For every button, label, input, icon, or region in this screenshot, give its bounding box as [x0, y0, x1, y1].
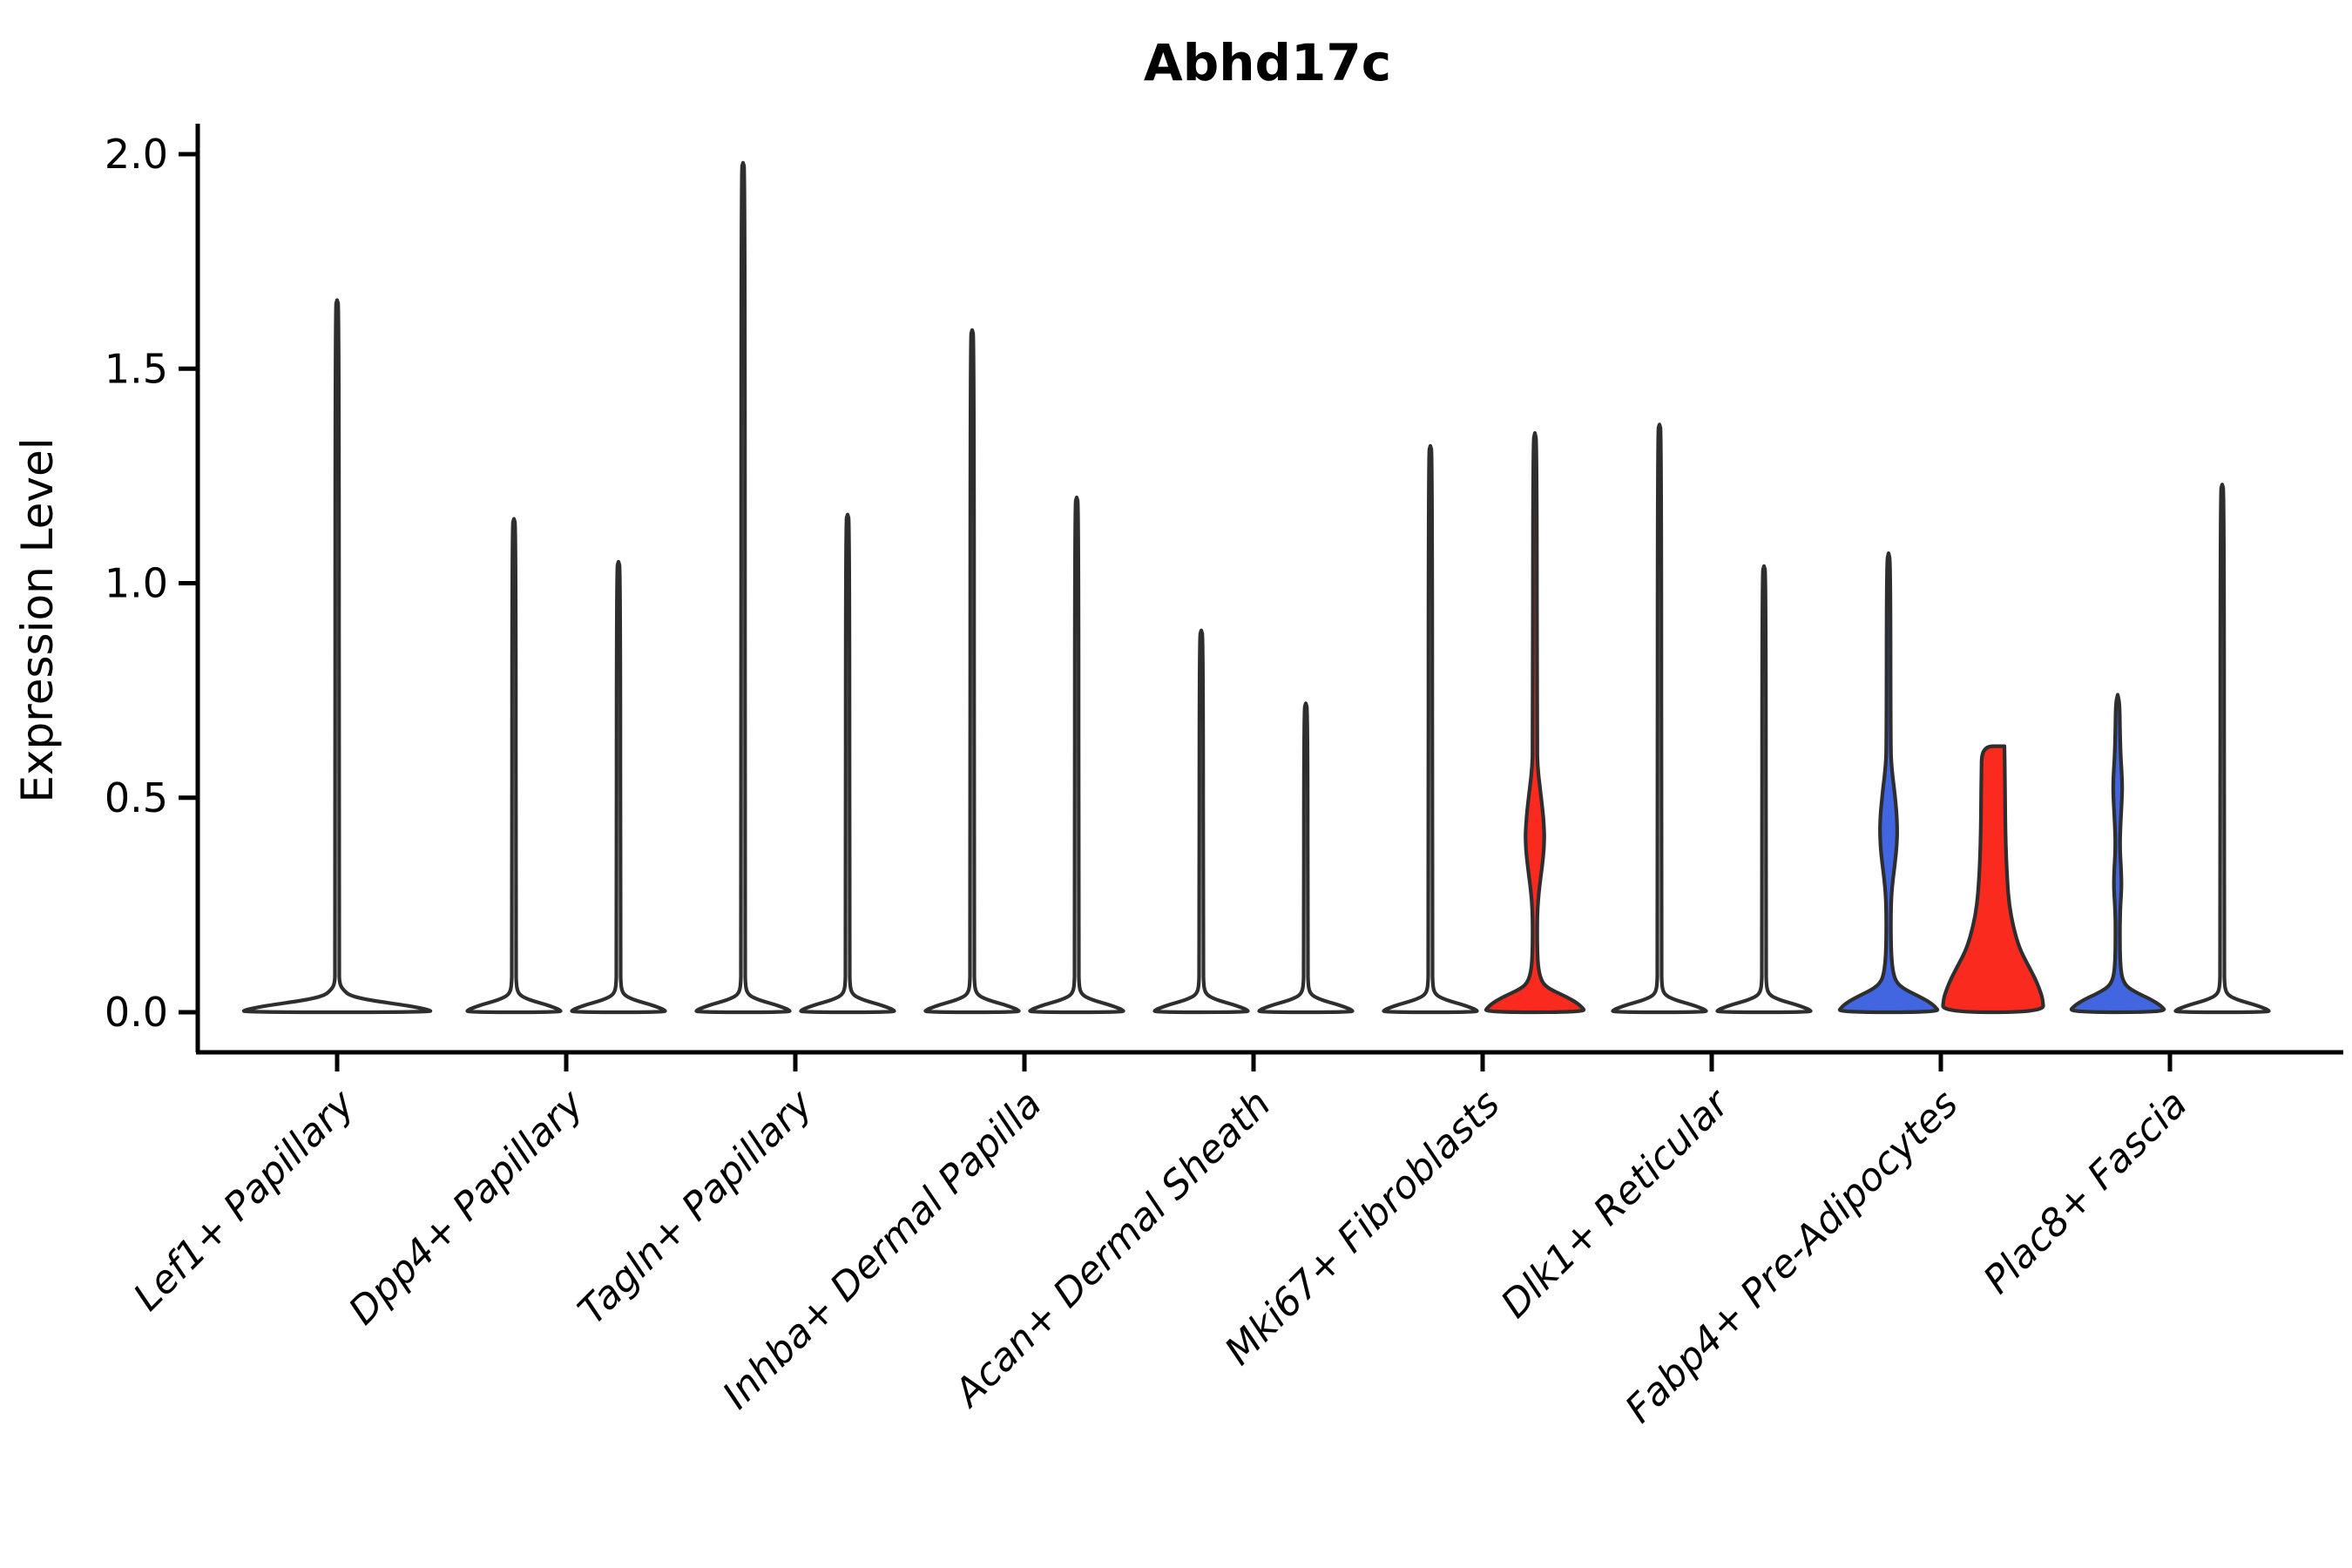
violin-group-4 [923, 328, 1125, 1015]
x-tick-label-7: Dlk1+ Reticular [1492, 1080, 1739, 1327]
x-tick-label-9: Plac8+ Fascia [1975, 1082, 2195, 1302]
violin-group-6 [1382, 431, 1586, 1015]
violin-inhba-left [923, 328, 1021, 1015]
violin-group-3 [694, 160, 896, 1015]
violin-dlk1-left [1611, 422, 1708, 1015]
violin-fabp4-right [1941, 744, 2045, 1015]
violin-dpp4-right [570, 559, 667, 1015]
violin-group-1 [241, 298, 433, 1015]
x-tick-label-1: Lef1+ Papillary [125, 1081, 364, 1320]
violin-plac8-right [2173, 483, 2271, 1015]
violin-group-9 [2069, 483, 2271, 1015]
violin-acan-right [1257, 701, 1355, 1015]
y-tick-label: 2.0 [105, 131, 168, 178]
violin-inhba-right [1028, 495, 1125, 1015]
violin-group-2 [465, 517, 667, 1015]
x-tick-label-2: Dpp4+ Papillary [341, 1081, 593, 1334]
violin-plac8-left [2069, 693, 2166, 1015]
violin-acan-left [1152, 628, 1250, 1015]
violin-lef1-center [241, 298, 433, 1015]
violin-fabp4-left [1837, 551, 1940, 1015]
chart-title: Abhd17c [1144, 33, 1391, 92]
violins-layer [241, 160, 2271, 1015]
x-tick-label-3: Tagln+ Papillary [570, 1081, 821, 1333]
violin-tagln-left [694, 160, 792, 1015]
y-tick-label: 0.5 [105, 774, 168, 821]
violin-group-5 [1152, 628, 1355, 1015]
violin-group-8 [1837, 551, 2045, 1015]
y-tick-label: 1.5 [105, 345, 168, 392]
y-tick-label: 0.0 [105, 989, 168, 1036]
violin-dpp4-left [465, 517, 563, 1015]
y-tick-label: 1.0 [105, 560, 168, 607]
violin-mki67-right [1484, 431, 1586, 1015]
violin-dlk1-right [1715, 564, 1813, 1015]
violin-group-7 [1611, 422, 1813, 1015]
y-axis-label: Expression Level [12, 437, 63, 802]
violin-mki67-left [1382, 443, 1479, 1015]
violin-tagln-right [799, 512, 896, 1015]
